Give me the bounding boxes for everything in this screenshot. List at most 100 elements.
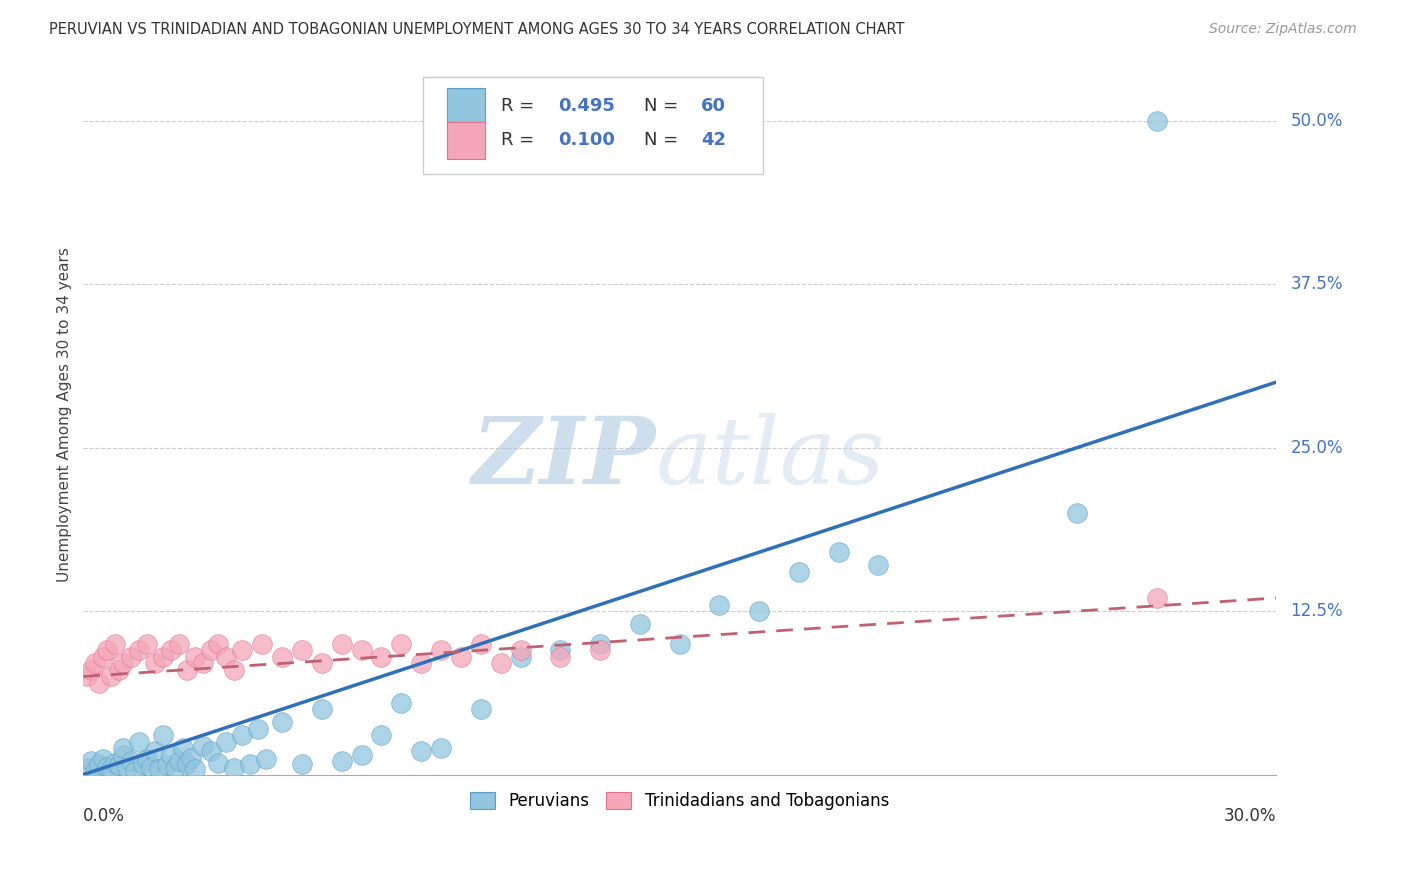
Text: PERUVIAN VS TRINIDADIAN AND TOBAGONIAN UNEMPLOYMENT AMONG AGES 30 TO 34 YEARS CO: PERUVIAN VS TRINIDADIAN AND TOBAGONIAN U… [49, 22, 904, 37]
Point [207, 637, 229, 651]
Point [167, 755, 190, 769]
Point [108, 758, 131, 772]
Text: 0.0%: 0.0% [83, 807, 125, 825]
Point [132, 757, 155, 772]
Point [124, 764, 146, 778]
Text: 42: 42 [702, 131, 725, 149]
Point [450, 649, 472, 664]
Point [200, 744, 222, 758]
Point [215, 735, 238, 749]
Point [91, 649, 114, 664]
Point [115, 761, 138, 775]
Point [430, 643, 453, 657]
Point [250, 637, 273, 651]
Point [96, 760, 118, 774]
Point [183, 649, 205, 664]
Point [104, 756, 127, 770]
Point [139, 760, 162, 774]
Point [224, 663, 246, 677]
Point [112, 747, 135, 762]
Point [89, 676, 111, 690]
Point [191, 739, 214, 753]
Point [470, 702, 492, 716]
Point [183, 762, 205, 776]
Point [489, 657, 512, 671]
Point [411, 657, 433, 671]
Point [254, 752, 277, 766]
Text: 0.100: 0.100 [558, 131, 614, 149]
Point [271, 649, 294, 664]
Point [96, 643, 118, 657]
Point [120, 649, 142, 664]
Point [112, 741, 135, 756]
Point [787, 565, 810, 579]
Point [76, 761, 98, 775]
Point [271, 715, 294, 730]
Point [291, 643, 314, 657]
Point [180, 750, 202, 764]
Text: 25.0%: 25.0% [1291, 439, 1343, 457]
Text: 37.5%: 37.5% [1291, 275, 1343, 293]
Point [509, 643, 531, 657]
Point [550, 643, 572, 657]
FancyBboxPatch shape [447, 87, 485, 125]
Point [1066, 506, 1088, 520]
Text: 30.0%: 30.0% [1223, 807, 1277, 825]
Point [200, 643, 222, 657]
Point [430, 741, 453, 756]
Point [868, 558, 890, 573]
Point [389, 637, 412, 651]
Point [589, 643, 612, 657]
Legend: Peruvians, Trinidadians and Tobagonians: Peruvians, Trinidadians and Tobagonians [464, 785, 896, 816]
Point [291, 757, 314, 772]
FancyBboxPatch shape [423, 77, 763, 174]
Text: R =: R = [501, 131, 540, 149]
Point [709, 598, 731, 612]
Point [159, 747, 181, 762]
Point [668, 637, 690, 651]
Point [159, 643, 181, 657]
Point [748, 604, 770, 618]
Point [143, 657, 166, 671]
Point [231, 728, 253, 742]
Point [128, 643, 150, 657]
Point [152, 649, 174, 664]
Text: 0.495: 0.495 [558, 96, 614, 114]
Point [84, 764, 107, 778]
Point [411, 744, 433, 758]
Point [311, 657, 333, 671]
Point [163, 761, 186, 775]
Point [207, 756, 229, 770]
Point [370, 649, 392, 664]
Point [120, 755, 142, 769]
Point [509, 649, 531, 664]
Point [172, 741, 194, 756]
Point [239, 757, 262, 772]
Point [84, 657, 107, 671]
Point [112, 657, 135, 671]
Point [108, 663, 131, 677]
Point [828, 545, 851, 559]
Point [89, 757, 111, 772]
Point [91, 752, 114, 766]
Point [104, 637, 127, 651]
Point [330, 637, 353, 651]
Point [550, 649, 572, 664]
Point [350, 643, 373, 657]
Text: 12.5%: 12.5% [1291, 602, 1343, 620]
Point [231, 643, 253, 657]
Point [191, 657, 214, 671]
Text: Source: ZipAtlas.com: Source: ZipAtlas.com [1209, 22, 1357, 37]
Text: 60: 60 [702, 96, 725, 114]
Point [167, 637, 190, 651]
Point [135, 637, 157, 651]
Point [128, 735, 150, 749]
Point [80, 755, 103, 769]
Point [100, 669, 122, 683]
Point [628, 617, 651, 632]
Point [330, 755, 353, 769]
Point [1146, 113, 1168, 128]
Point [224, 761, 246, 775]
Point [370, 728, 392, 742]
Point [215, 649, 238, 664]
